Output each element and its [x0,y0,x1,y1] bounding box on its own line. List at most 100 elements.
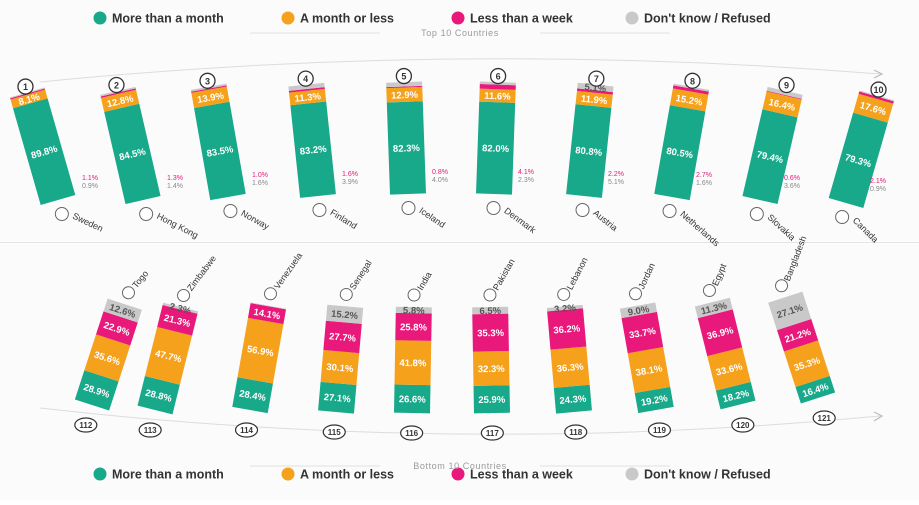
bottom-rank-number: 119 [653,426,666,435]
top-segment-finland-less-than-week [288,87,325,93]
flag-icon-slovakia [749,207,764,221]
top-small-label-less-than-week: 2.2% [608,171,624,178]
top-segment-norway-more-than-month [194,101,246,201]
bottom-data-label-more-than-month: 25.9% [478,395,506,406]
bottom-chart-title: Bottom 10 Countries [413,461,506,471]
top-bar-denmark: 82.0% 11.6% [476,81,516,195]
bottom-data-label-dont-know: 5.8% [403,305,425,316]
top-segment-netherlands-more-than-month [654,105,706,201]
top-segment-austria-more-than-month [566,104,612,198]
bottom-bar-jordan: 19.2% 38.1% 33.7% 9.0% [619,302,674,414]
flag-icon-pakistan [483,288,497,302]
legend-label: More than a month [112,12,224,26]
bottom-rank-badge-bangladesh [812,410,836,426]
bottom-segment-venezuela-dont-know [250,302,287,310]
top-data-label-month-or-less: 15.2% [675,93,704,109]
flag-icon-netherlands [662,204,677,218]
flag-icon-egypt [702,284,716,298]
top-segment-slovakia-more-than-month [742,109,798,205]
bottom-arc-line [39,407,881,435]
top-rank-number: 9 [784,81,789,91]
top-segment-norway-less-than-week [191,85,227,93]
bottom-data-label-month-or-less: 36.3% [556,361,584,374]
legend-swatch-dont_know [625,11,639,25]
bottom-segment-egypt-more-than-month [715,381,756,410]
bottom-segment-senegal-more-than-month [318,381,357,414]
bottom-segment-bangladesh-dont-know [768,291,812,331]
top-rank-number: 1 [23,82,28,92]
top-data-label-more-than-month: 82.3% [393,143,421,155]
bottom-data-label-month-or-less: 41.8% [399,358,427,369]
bottom-data-label-less-than-week: 35.3% [477,328,505,339]
bottom-segment-egypt-dont-know [694,297,733,319]
top-rank-number: 8 [690,76,695,86]
top-data-label-more-than-month: 83.2% [299,144,327,158]
bottom-bar-zimbabwe: 28.8%47.7%21.3%2.3% [137,301,199,415]
top-data-label-more-than-month: 80.8% [575,145,603,159]
bottom-segment-india-dont-know [395,306,432,314]
top-segment-iceland-more-than-month [386,101,426,195]
bottom-data-label-less-than-week: 14.1% [253,307,282,323]
flag-icon-norway [223,204,238,218]
top-legend-item-a-month-or-less: A month or less [281,11,394,26]
top-small-label-dont-know: 1.4% [167,183,183,190]
top-small-label-dont-know: 2.3% [518,177,534,184]
bottom-rank-number: 114 [240,426,253,435]
top-rank-number: 2 [114,81,119,91]
bottom-data-label-more-than-month: 26.6% [399,394,427,405]
bottom-segment-bangladesh-more-than-month [795,375,836,404]
top-small-label-less-than-week: 1.0% [252,172,268,179]
bottom-bar-india: 26.6% 41.8% 25.8% 5.8% [394,305,432,414]
bottom-segment-pakistan-dont-know [472,306,509,315]
top-small-label-dont-know: 0.9% [870,186,886,193]
legend-label: A month or less [300,12,394,26]
top-data-label-month-or-less: 11.9% [580,94,608,108]
legend-label: Don't know / Refused [644,12,771,26]
flag-icon-senegal [339,287,353,301]
top-segment-slovakia-less-than-week [766,90,802,100]
bottom-rank-number: 120 [736,421,750,430]
flag-icon-finland [312,203,327,217]
bottom-segment-zimbabwe-more-than-month [137,376,180,415]
top-small-label-less-than-week: 1.6% [342,171,358,178]
bottom-segment-india-less-than-week [395,312,432,341]
top-legend-item-more-than-a-month: More than a month [93,11,224,26]
legend-swatch-month_or_less [281,11,295,25]
bottom-legend-item-a-month-or-less: A month or less [281,467,394,482]
bottom-segment-lebanon-month-or-less [550,346,590,388]
top-rank-badge-netherlands [684,72,701,89]
bottom-rank-number: 116 [405,429,418,438]
bottom-segment-jordan-more-than-month [634,386,674,414]
bottom-legend-item-less-than-a-week: Less than a week [451,467,573,482]
bottom-segment-lebanon-less-than-week [547,308,587,350]
bottom-rank-number: 115 [328,428,341,437]
bottom-data-label-dont-know: 3.2% [554,303,577,316]
bottom-segment-venezuela-month-or-less [237,317,284,384]
bottom-bar-senegal: 27.1% 30.1% 27.7% 15.2% [318,304,364,414]
bottom-segment-egypt-month-or-less [707,347,751,391]
bottom-data-label-more-than-month: 24.3% [559,393,587,406]
bottom-data-label-month-or-less: 30.1% [326,362,354,375]
bottom-segment-lebanon-more-than-month [553,384,592,414]
top-data-label-month-or-less: 11.3% [294,91,322,105]
bottom-rank-badge-zimbabwe [138,422,162,438]
bottom-data-label-month-or-less: 32.3% [478,364,506,375]
bottom-rank-number: 113 [144,426,157,435]
legend-swatch-less_than_week [451,467,465,481]
top-data-label-month-or-less: 11.6% [484,91,511,103]
bottom-bar-pakistan: 25.9% 32.3% 35.3% 6.5% [472,306,510,414]
flag-icon-sweden [54,207,69,221]
top-small-label-less-than-week: 0.8% [432,169,448,176]
top-arc-arrowhead [873,69,884,79]
top-bar-austria: 80.8% 11.9%5.1% [566,82,614,198]
top-segment-denmark-more-than-month [476,101,516,195]
legend-swatch-month_or_less [281,467,295,481]
bottom-segment-bangladesh-less-than-week [777,318,819,352]
bottom-data-label-dont-know: 15.2% [331,309,359,322]
top-small-label-dont-know: 5.1% [608,179,624,186]
bottom-data-label-less-than-week: 27.7% [329,331,357,344]
top-bar-netherlands: 80.5% 15.2% [654,83,710,201]
flag-icon-india [407,288,421,302]
top-rank-number: 3 [205,76,210,86]
